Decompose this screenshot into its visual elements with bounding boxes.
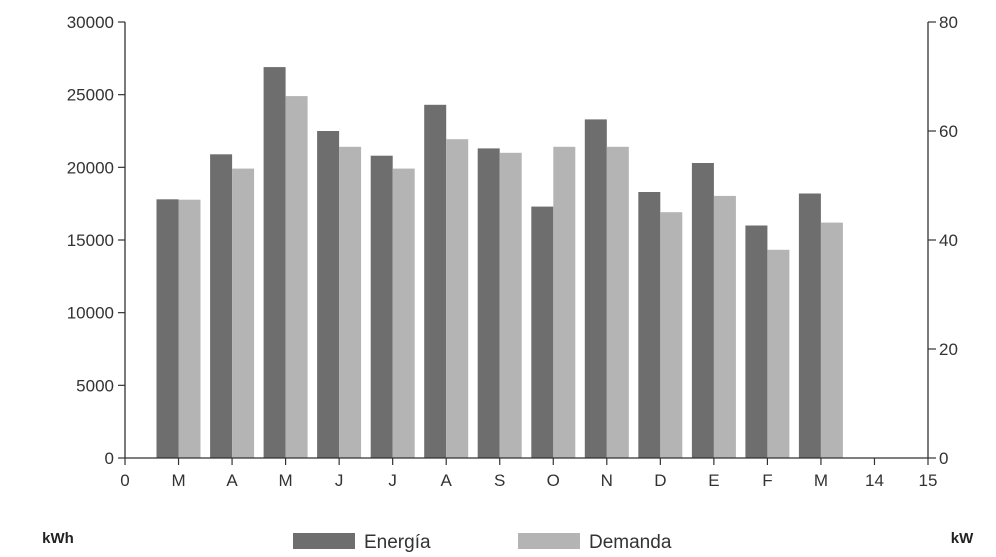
bar-demanda-4: [339, 146, 362, 459]
bar-demanda-3: [285, 96, 308, 458]
bar-demanda-2: [232, 168, 255, 458]
x-tick-label: E: [708, 471, 719, 490]
bar-energia-5: [370, 155, 393, 458]
right-tick-label: 20: [939, 340, 958, 359]
left-unit-label: kWh: [42, 530, 74, 547]
legend: Energía Demanda: [293, 532, 672, 553]
bar-demanda-7: [499, 152, 522, 459]
bar-demanda-1: [178, 199, 201, 458]
x-tick-label: M: [171, 471, 185, 490]
bar-energia-4: [317, 131, 340, 458]
x-tick-label: 15: [919, 471, 938, 490]
legend-label-energia: Energía: [364, 532, 431, 553]
right-y-ticks: 0 20 40 60 80: [928, 13, 958, 468]
legend-label-demanda: Demanda: [589, 532, 672, 553]
x-tick-label: A: [441, 471, 453, 490]
x-tick-label: 14: [865, 471, 884, 490]
bars-group: [156, 67, 843, 459]
left-tick-label: 5000: [76, 376, 114, 395]
bar-energia-2: [210, 154, 233, 459]
bar-demanda-5: [392, 168, 415, 458]
bar-energia-11: [691, 163, 714, 458]
bar-energia-3: [263, 67, 286, 458]
left-tick-label: 20000: [67, 158, 114, 177]
bar-energia-8: [531, 206, 554, 458]
x-tick-label: N: [601, 471, 613, 490]
bar-demanda-12: [767, 249, 790, 458]
bar-demanda-13: [820, 222, 843, 458]
bar-demanda-9: [606, 146, 629, 459]
right-tick-label: 80: [939, 13, 958, 32]
bar-demanda-11: [713, 195, 736, 458]
x-tick-label: A: [226, 471, 238, 490]
right-unit-label: kW: [951, 530, 974, 547]
right-tick-label: 60: [939, 122, 958, 141]
right-tick-label: 0: [939, 449, 948, 468]
bar-demanda-6: [446, 139, 469, 458]
bar-energia-1: [156, 199, 179, 459]
left-tick-label: 25000: [67, 86, 114, 105]
left-tick-label: 30000: [67, 13, 114, 32]
left-tick-label: 15000: [67, 231, 114, 250]
x-tick-label: J: [388, 471, 397, 490]
legend-swatch-energia: [293, 533, 355, 549]
x-tick-label: S: [494, 471, 505, 490]
bar-energia-12: [745, 225, 768, 458]
x-tick-label: F: [762, 471, 772, 490]
bar-energia-13: [798, 193, 821, 458]
x-ticks: 0 M A M J J A S O N D E F M 14 15: [120, 458, 937, 490]
bar-demanda-10: [660, 212, 683, 458]
left-tick-label: 10000: [67, 304, 114, 323]
x-tick-label: M: [814, 471, 828, 490]
bar-energia-9: [584, 119, 607, 459]
x-tick-label: J: [335, 471, 344, 490]
bar-demanda-8: [553, 146, 576, 459]
bar-energia-10: [638, 192, 661, 458]
legend-swatch-demanda: [518, 533, 580, 549]
bar-energia-6: [424, 104, 447, 459]
x-tick-label: M: [279, 471, 293, 490]
x-tick-label: 0: [120, 471, 129, 490]
left-y-ticks: 0 5000 10000 15000 20000 25000 30000: [67, 13, 125, 468]
bar-energia-7: [477, 148, 500, 458]
x-tick-label: D: [654, 471, 666, 490]
x-tick-label: O: [547, 471, 560, 490]
left-tick-label: 0: [105, 449, 114, 468]
right-tick-label: 40: [939, 231, 958, 250]
